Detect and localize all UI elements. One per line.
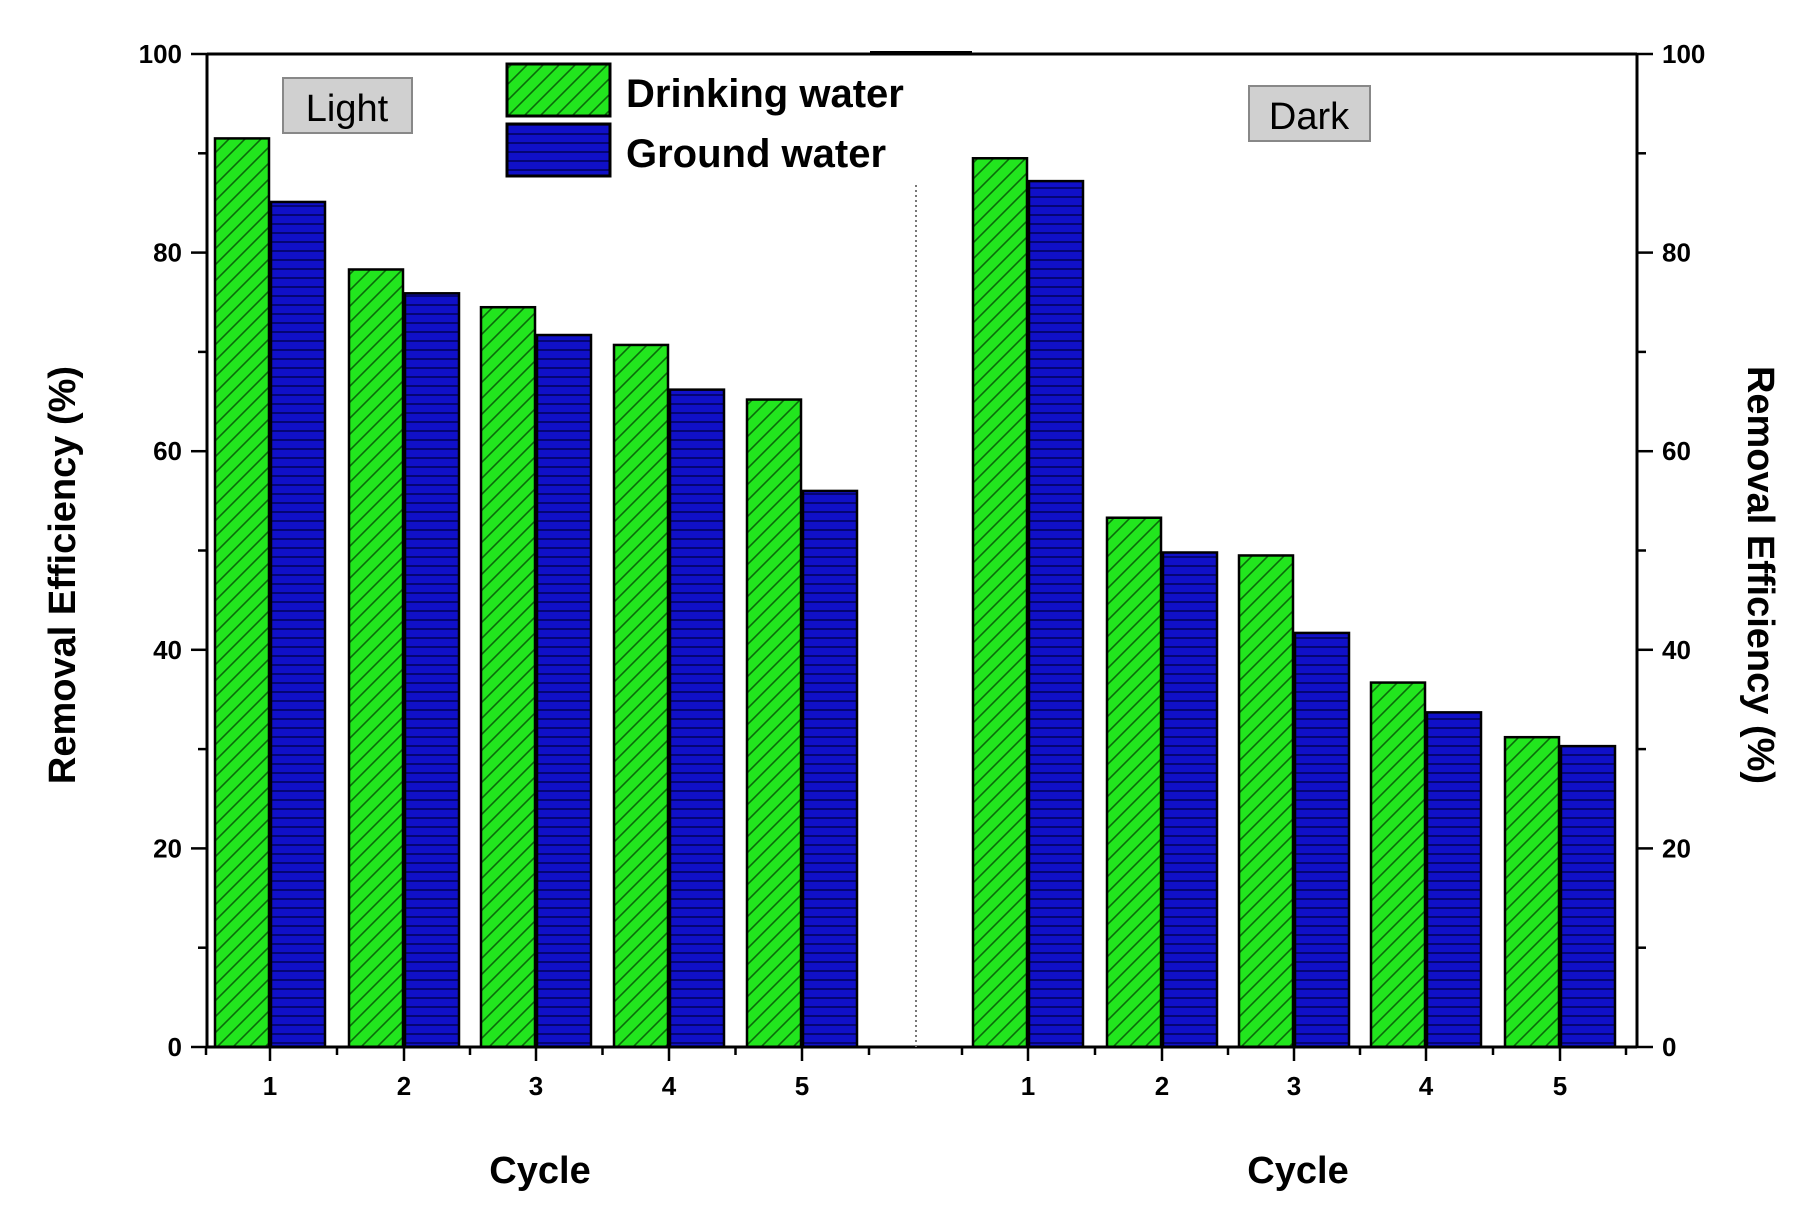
y-axis-title-right: Removal Efficiency (%) (1739, 366, 1781, 784)
bar-dark-drinking-water-cycle-3 (1237, 554, 1295, 1049)
bar-dark-ground-water-cycle-5 (1559, 744, 1617, 1049)
x-tick-label-dark-3: 3 (1287, 1071, 1301, 1101)
panel-label-light: Light (282, 77, 413, 134)
y-tick-label-right-20: 20 (1662, 833, 1691, 863)
x-tick-label-dark-2: 2 (1155, 1071, 1169, 1101)
x-tick-label-dark-5: 5 (1553, 1071, 1567, 1101)
legend-swatch-drinking-water (505, 62, 612, 118)
bar-light-ground-water-cycle-4 (668, 388, 726, 1049)
x-tick-label-dark-4: 4 (1419, 1071, 1434, 1101)
panel-label-dark: Dark (1248, 85, 1371, 142)
x-tick-label-light-3: 3 (529, 1071, 543, 1101)
bar-dark-ground-water-cycle-1 (1027, 179, 1085, 1049)
legend-label-drinking-water: Drinking water (626, 72, 904, 116)
y-tick-label-right-80: 80 (1662, 238, 1691, 268)
y-tick-label-left-0: 0 (168, 1032, 182, 1062)
panel-label-light-text: Light (306, 88, 389, 130)
bar-light-drinking-water-cycle-4 (612, 343, 670, 1049)
x-tick-label-dark-1: 1 (1021, 1071, 1035, 1101)
panel-label-dark-text: Dark (1269, 96, 1350, 138)
plot-area: 0 0 20 20 40 40 60 60 80 80 100 100 1 2 3 4 5 1 2 3 4 5 (139, 39, 1706, 1101)
y-tick-label-left-20: 20 (153, 833, 182, 863)
bar-dark-ground-water-cycle-3 (1293, 631, 1351, 1049)
y-tick-label-right-40: 40 (1662, 635, 1691, 665)
legend-label-ground-water: Ground water (626, 132, 886, 176)
bar-dark-drinking-water-cycle-5 (1503, 735, 1561, 1049)
x-axis-title-light: Cycle (489, 1150, 590, 1192)
y-tick-label-left-60: 60 (153, 436, 182, 466)
bar-light-ground-water-cycle-5 (801, 489, 859, 1049)
bar-dark-drinking-water-cycle-2 (1105, 516, 1163, 1049)
bar-light-drinking-water-cycle-2 (347, 268, 405, 1049)
y-tick-label-left-80: 80 (153, 238, 182, 268)
bar-light-ground-water-cycle-1 (269, 200, 327, 1049)
bar-light-drinking-water-cycle-1 (213, 137, 271, 1049)
y-tick-label-left-40: 40 (153, 635, 182, 665)
bar-dark-ground-water-cycle-2 (1161, 551, 1219, 1049)
x-tick-label-light-2: 2 (397, 1071, 411, 1101)
x-tick-label-light-1: 1 (263, 1071, 277, 1101)
bar-light-drinking-water-cycle-3 (479, 305, 537, 1049)
bar-dark-ground-water-cycle-4 (1425, 711, 1483, 1049)
legend-swatch-ground-water (505, 122, 612, 178)
y-axis-title-left: Removal Efficiency (%) (42, 366, 84, 784)
x-axis-title-dark: Cycle (1247, 1150, 1348, 1192)
bar-light-ground-water-cycle-3 (535, 333, 593, 1049)
x-tick-label-light-5: 5 (795, 1071, 809, 1101)
bar-light-drinking-water-cycle-5 (745, 398, 803, 1049)
y-tick-label-right-100: 100 (1662, 39, 1705, 69)
bar-dark-drinking-water-cycle-1 (971, 157, 1029, 1049)
x-tick-label-light-4: 4 (662, 1071, 677, 1101)
y-tick-label-left-100: 100 (139, 39, 182, 69)
y-tick-label-right-0: 0 (1662, 1032, 1676, 1062)
bar-dark-drinking-water-cycle-4 (1369, 681, 1427, 1049)
bar-light-ground-water-cycle-2 (403, 292, 461, 1049)
y-tick-label-right-60: 60 (1662, 436, 1691, 466)
legend: Drinking water Ground water (505, 62, 904, 178)
